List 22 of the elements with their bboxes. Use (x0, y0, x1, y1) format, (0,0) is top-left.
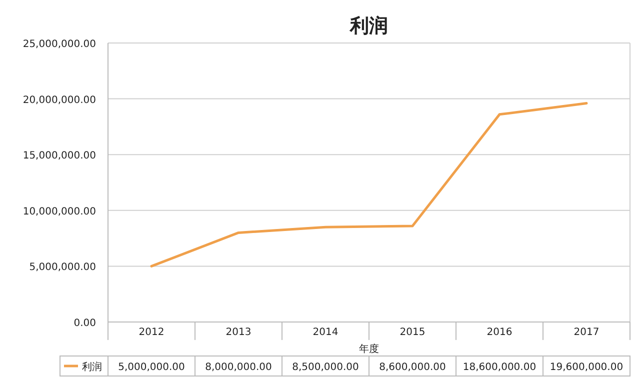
y-tick-label: 20,000,000.00 (22, 94, 96, 106)
x-tick-label: 2017 (574, 327, 600, 338)
y-tick-label: 25,000,000.00 (22, 39, 96, 50)
x-tick-label: 2012 (138, 327, 164, 338)
x-tick-label: 2016 (486, 327, 512, 338)
line-series (150, 102, 588, 268)
legend-label: 利润 (82, 361, 102, 373)
data-label: 8,600,000.00 (379, 362, 446, 373)
x-tick-label: 2014 (312, 327, 338, 338)
y-tick-label: 15,000,000.00 (22, 150, 96, 162)
x-tick-label: 2015 (400, 327, 426, 338)
x-tick-label: 2013 (226, 327, 252, 338)
y-tick-label: 5,000,000.00 (29, 262, 96, 274)
data-label: 19,600,000.00 (550, 362, 624, 373)
chart-title: 利润 (349, 15, 388, 37)
data-label: 8,500,000.00 (292, 362, 359, 373)
data-label: 8,000,000.00 (205, 362, 272, 373)
y-tick-label: 0.00 (74, 318, 96, 329)
data-label: 18,600,000.00 (462, 362, 536, 373)
data-label: 5,000,000.00 (118, 362, 185, 373)
y-tick-label: 10,000,000.00 (22, 206, 96, 218)
x-axis-title: 年度 (359, 343, 379, 355)
